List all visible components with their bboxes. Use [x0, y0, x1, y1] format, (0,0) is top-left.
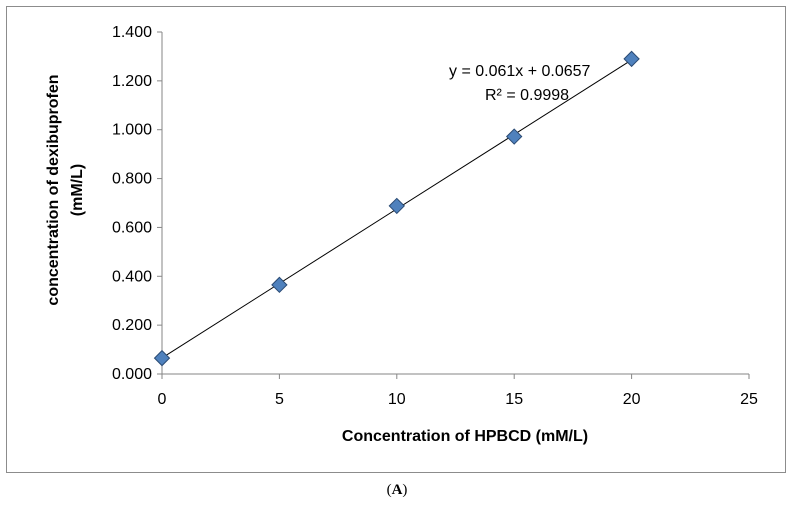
data-point [388, 197, 406, 215]
figure-caption: (A) [0, 482, 794, 499]
x-tick-label: 25 [740, 391, 758, 408]
y-tick-label: 1.200 [112, 73, 152, 90]
caption-close: ) [402, 482, 408, 498]
caption-letter: A [391, 482, 403, 498]
y-axis-title-line2: (mM/L) [69, 164, 86, 216]
caption-open: ( [386, 482, 392, 498]
data-point [623, 50, 640, 68]
x-axis-title: Concentration of HPBCD (mM/L) [342, 428, 588, 445]
y-tick-label: 0.000 [112, 366, 152, 383]
x-tick-label: 15 [505, 391, 523, 408]
y-ticks: 0.000 0.200 0.400 0.600 0.800 1.000 1.200 1.400 [112, 24, 162, 383]
y-tick-label: 0.400 [112, 268, 152, 285]
chart-svg: 0.000 0.200 0.400 0.600 0.800 1.000 1.200 1.400… [45, 24, 758, 445]
x-tick-label: 5 [275, 391, 284, 408]
y-axis-title: concentration of dexibuprofen (mM/L) [45, 74, 86, 305]
y-tick-label: 1.000 [112, 122, 152, 139]
x-tick-label: 20 [623, 391, 641, 408]
x-tick-label: 10 [388, 391, 406, 408]
x-ticks: 0 5 10 15 20 25 [158, 374, 758, 408]
chart-frame: 0.000 0.200 0.400 0.600 0.800 1.000 1.200 1.400… [6, 6, 786, 473]
x-tick-label: 0 [158, 391, 167, 408]
y-tick-label: 0.800 [112, 171, 152, 188]
y-tick-label: 1.400 [112, 24, 152, 41]
data-point [271, 276, 288, 294]
trendline-equation: y = 0.061x + 0.0657 [449, 63, 591, 80]
y-axis-title-line1: concentration of dexibuprofen [45, 74, 62, 305]
data-point [153, 349, 171, 367]
y-tick-label: 0.200 [112, 317, 152, 334]
r-squared-label: R² = 0.9998 [485, 87, 569, 104]
y-tick-label: 0.600 [112, 219, 152, 236]
axes [161, 32, 749, 375]
data-points [153, 50, 640, 367]
data-point [505, 128, 523, 145]
